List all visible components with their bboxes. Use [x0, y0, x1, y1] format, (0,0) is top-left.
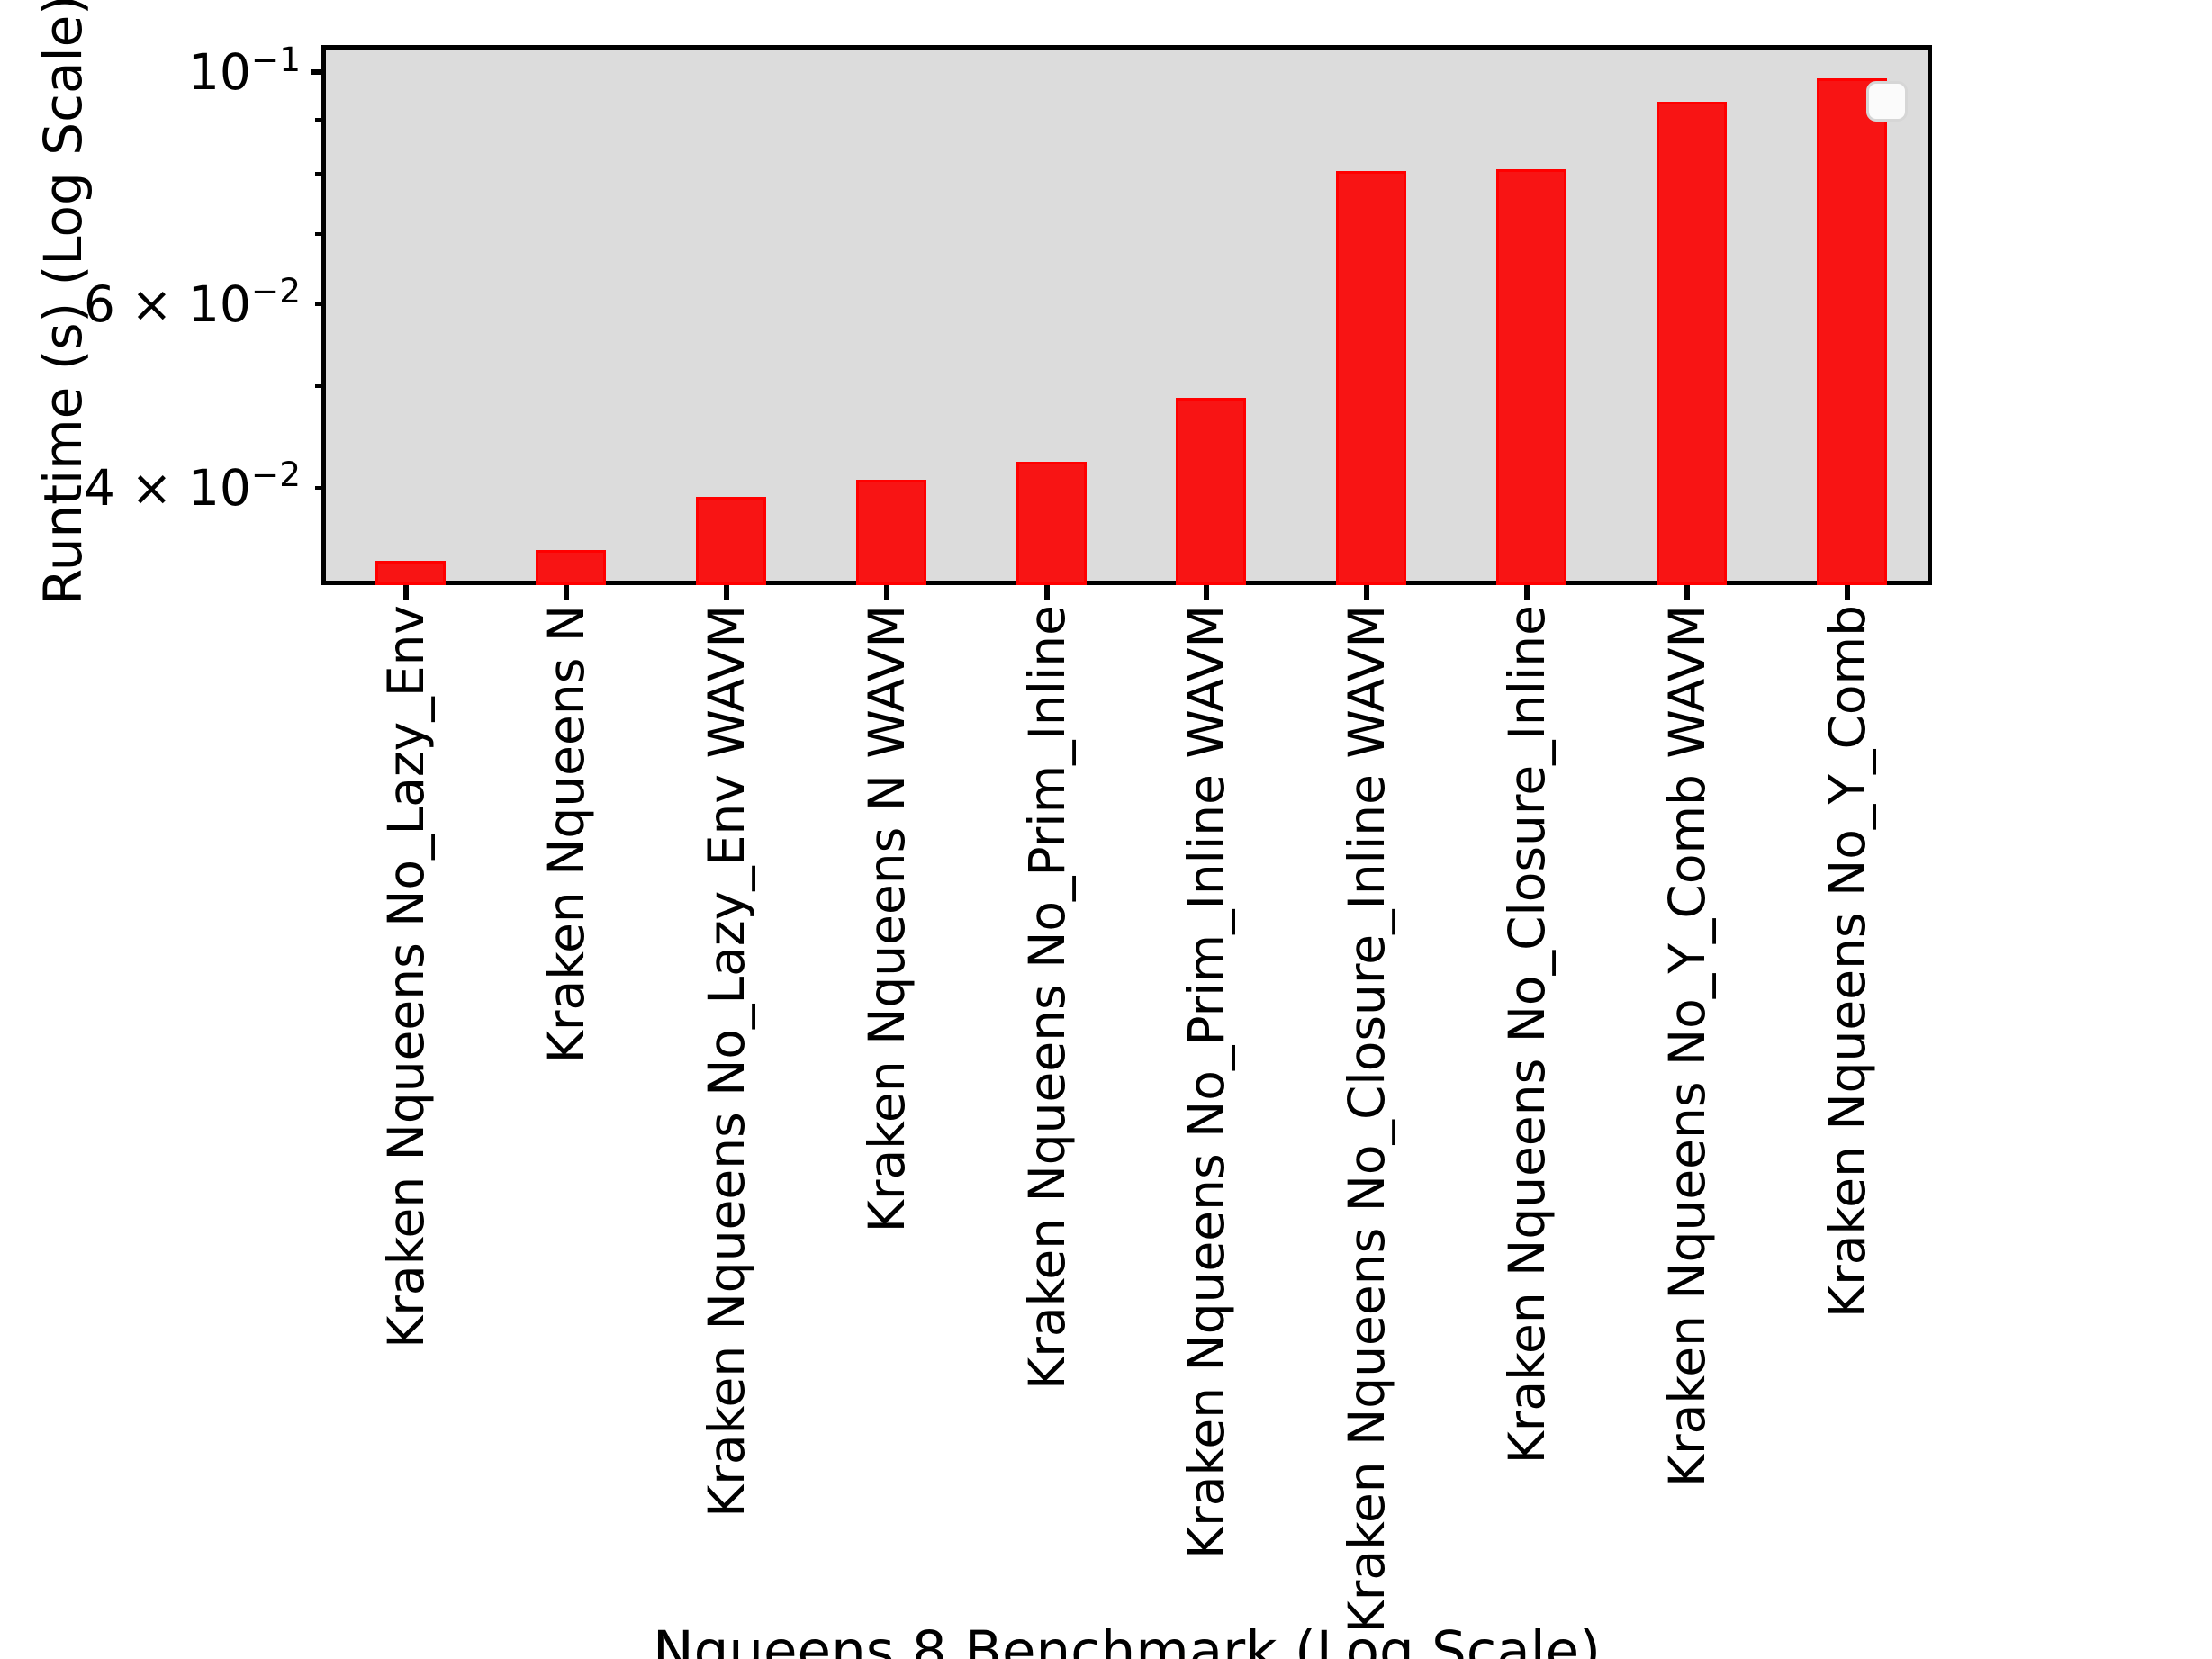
bar-1	[375, 560, 446, 585]
x-tick	[1204, 585, 1210, 600]
y-minor-tick	[315, 384, 326, 389]
legend-box	[1866, 81, 1908, 122]
x-tick	[402, 585, 409, 600]
bar-3	[695, 496, 766, 585]
x-tick-label-8: Kraken Nqueens No_Closure_Inline	[1498, 605, 1557, 1465]
x-tick-label-10: Kraken Nqueens No_Y_Comb	[1819, 605, 1877, 1318]
y-minor-tick	[315, 231, 326, 236]
bar-4	[855, 480, 926, 585]
y-minor-tick	[315, 171, 326, 176]
plot-area	[321, 45, 1932, 585]
x-tick-label-9: Kraken Nqueens No_Y_Comb WAVM	[1658, 605, 1717, 1488]
x-tick	[723, 585, 729, 600]
y-minor-tick	[315, 485, 326, 490]
x-tick	[563, 585, 569, 600]
x-tick-label-1: Kraken Nqueens No_Lazy_Env	[376, 605, 435, 1348]
y-minor-tick	[315, 118, 326, 122]
x-tick	[1364, 585, 1370, 600]
y-minor-tick	[315, 302, 326, 306]
bar-2	[535, 550, 606, 585]
x-tick	[1524, 585, 1530, 600]
bar-10	[1817, 78, 1888, 585]
x-tick	[1684, 585, 1691, 600]
x-tick-label-2: Kraken Nqueens N	[537, 605, 595, 1064]
x-tick	[1845, 585, 1851, 600]
bar-6	[1176, 397, 1247, 585]
y-tick-label-0: 10−1	[187, 39, 301, 102]
x-tick-label-7: Kraken Nqueens No_Closure_Inline WAVM	[1338, 605, 1396, 1634]
x-tick-label-6: Kraken Nqueens No_Prim_Inline WAVM	[1178, 605, 1236, 1559]
x-tick-label-5: Kraken Nqueens No_Prim_Inline	[1017, 605, 1076, 1390]
x-tick	[883, 585, 889, 600]
x-axis-title: Nqueens 8 Benchmark (Log Scale)	[653, 1619, 1601, 1659]
y-tick-label-2: 4 × 10−2	[83, 455, 301, 517]
y-tick-label-1: 6 × 10−2	[83, 270, 301, 333]
bar-9	[1657, 102, 1728, 585]
x-tick-label-3: Kraken Nqueens No_Lazy_Env WAVM	[697, 605, 755, 1518]
bar-5	[1016, 461, 1087, 585]
x-tick-label-4: Kraken Nqueens N WAVM	[857, 605, 916, 1233]
bar-8	[1496, 168, 1567, 585]
y-major-tick	[311, 69, 326, 76]
x-tick	[1043, 585, 1050, 600]
bar-7	[1336, 171, 1407, 585]
